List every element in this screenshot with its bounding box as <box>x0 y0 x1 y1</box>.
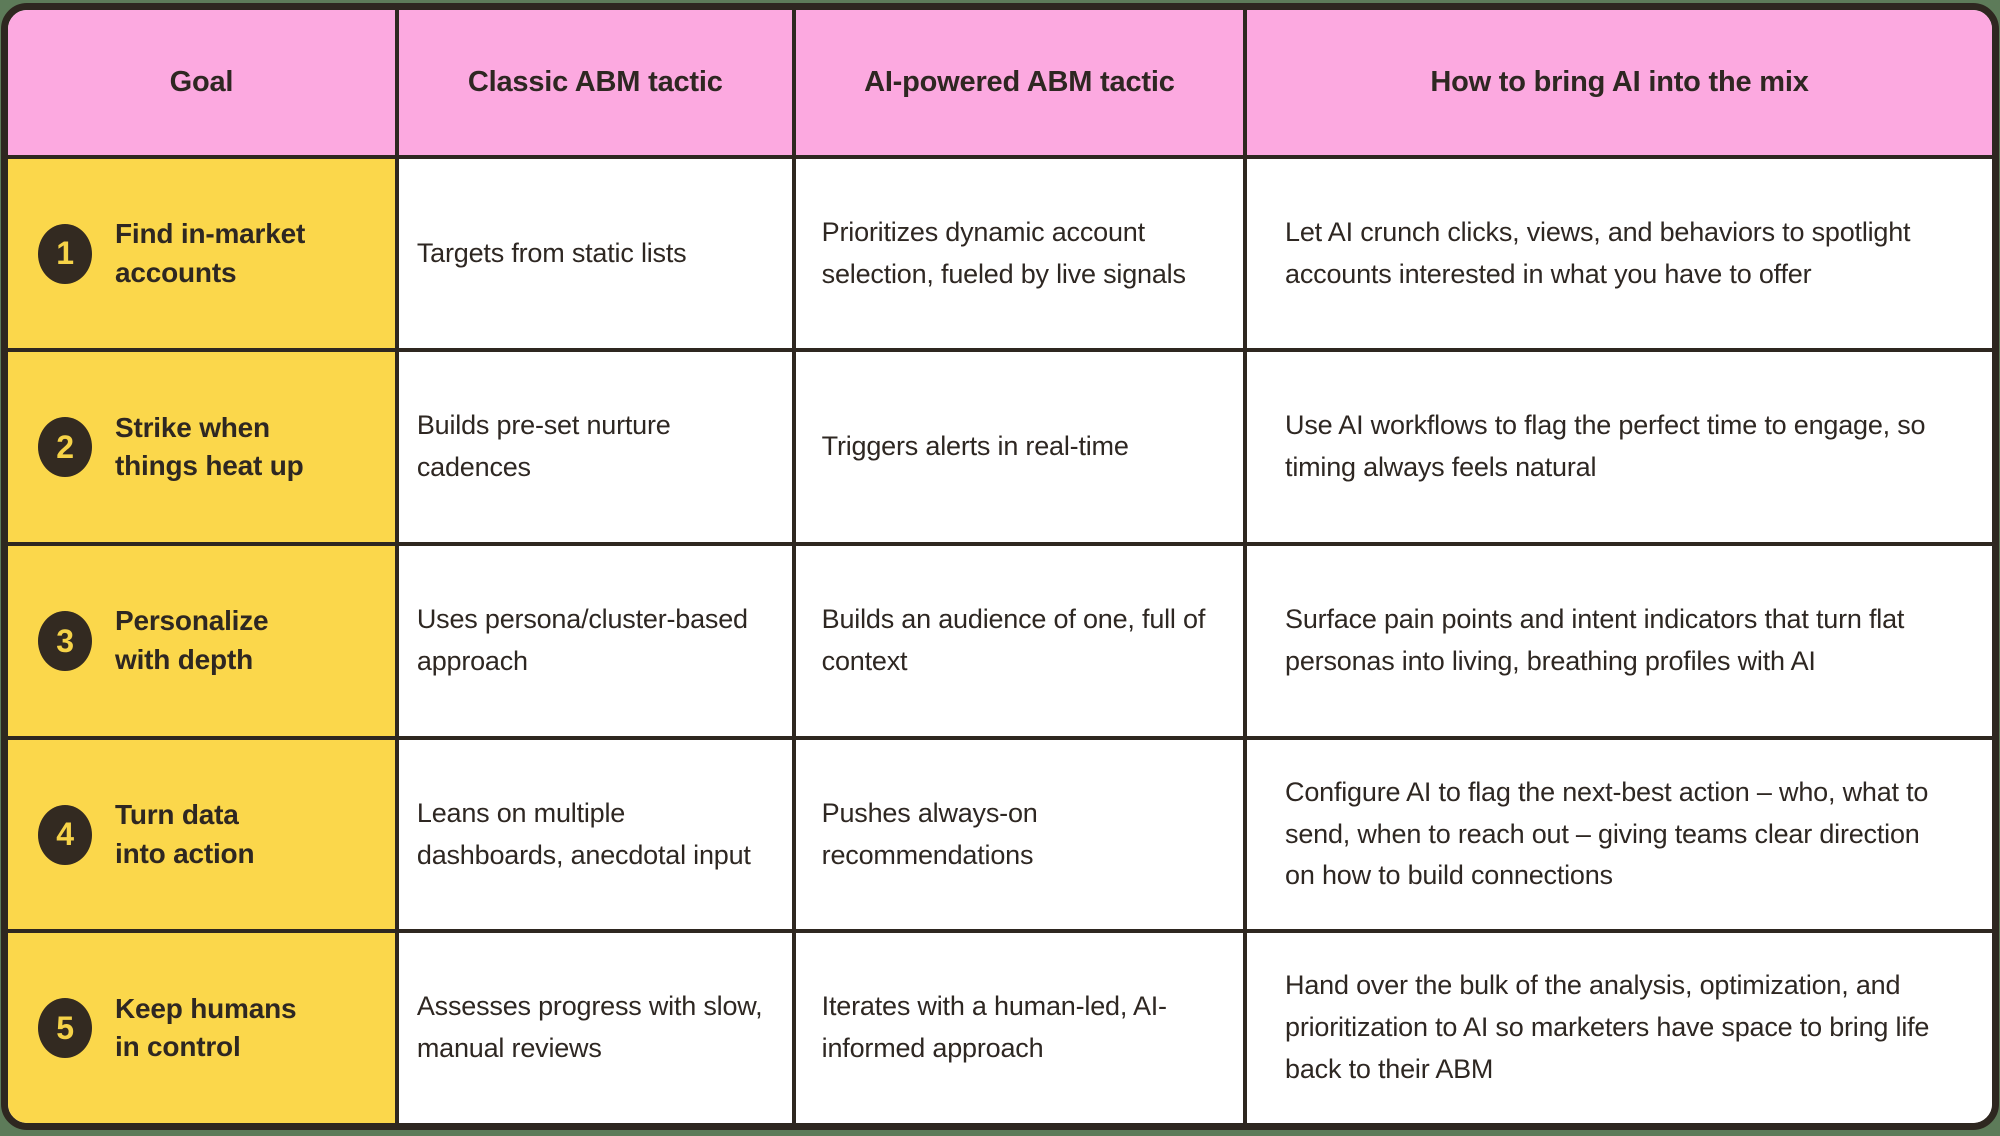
header-cell-ai-powered-abm-tactic: AI-powered ABM tactic <box>791 10 1244 155</box>
goal-line-1: Find in-market <box>115 217 306 249</box>
header-cell-classic-abm-tactic: Classic ABM tactic <box>394 10 792 155</box>
cell-text: Builds an audience of one, full of conte… <box>821 604 1206 676</box>
cell-text: Prioritizes dynamic account selection, f… <box>821 216 1186 289</box>
classic-tactic-cell-4: Leans on multiple dashboards, anecdotal … <box>394 735 792 930</box>
cell-text: Triggers alerts in real-time <box>821 431 1129 462</box>
ai-tactic-cell-2: Triggers alerts in real-time <box>791 348 1244 543</box>
goal-line-2: with depth <box>115 643 253 675</box>
how-to-cell-4: Configure AI to flag the next-best actio… <box>1243 735 1992 930</box>
number-label: 5 <box>56 1010 74 1047</box>
cell-text: Assesses progress with slow, manual revi… <box>416 991 763 1064</box>
ai-tactic-cell-5: Iterates with a human-led, AI-informed a… <box>791 929 1244 1123</box>
header-cell-how-to-bring-ai: How to bring AI into the mix <box>1243 10 1992 155</box>
cell-text: Surface pain points and intent indicator… <box>1285 604 1905 676</box>
goal-label: Personalize with depth <box>115 602 269 679</box>
goal-line-1: Keep humans <box>115 992 297 1024</box>
header-label: Classic ABM tactic <box>467 65 723 98</box>
ai-tactic-cell-1: Prioritizes dynamic account selection, f… <box>791 154 1244 349</box>
cell-text: Configure AI to flag the next-best actio… <box>1285 776 1929 891</box>
classic-tactic-cell-5: Assesses progress with slow, manual revi… <box>394 929 792 1123</box>
how-to-cell-2: Use AI workflows to flag the perfect tim… <box>1243 348 1992 543</box>
goal-line-2: in control <box>115 1031 241 1063</box>
header-label: How to bring AI into the mix <box>1430 65 1809 98</box>
number-label: 2 <box>56 429 74 466</box>
goal-cell-5: 5 Keep humans in control <box>8 929 395 1123</box>
cell-text: Let AI crunch clicks, views, and behavio… <box>1285 216 1911 289</box>
number-label: 1 <box>56 235 74 272</box>
cell-text: Targets from static lists <box>416 237 687 268</box>
number-label: 4 <box>56 816 74 853</box>
header-label: Goal <box>169 65 234 98</box>
header-cell-goal: Goal <box>8 10 395 155</box>
header-label: AI-powered ABM tactic <box>864 65 1175 98</box>
goal-line-2: into action <box>115 837 255 869</box>
number-badge-1: 1 <box>38 223 92 284</box>
cell-text: Use AI workflows to flag the perfect tim… <box>1285 410 1926 483</box>
ai-tactic-cell-3: Builds an audience of one, full of conte… <box>791 542 1244 736</box>
cell-text: Iterates with a human-led, AI-informed a… <box>821 991 1167 1064</box>
cell-text: Hand over the bulk of the analysis, opti… <box>1285 970 1930 1085</box>
classic-tactic-cell-3: Uses persona/cluster-based approach <box>394 542 792 736</box>
table-grid: Goal Classic ABM tactic AI-powered ABM t… <box>8 10 1992 1123</box>
goal-label: Turn data into action <box>115 796 255 873</box>
goal-cell-2: 2 Strike when things heat up <box>8 348 395 543</box>
goal-line-1: Turn data <box>115 798 239 830</box>
number-badge-3: 3 <box>38 610 92 671</box>
cell-text: Uses persona/cluster-based approach <box>416 604 748 676</box>
goal-line-1: Strike when <box>115 411 270 443</box>
goal-label: Find in-market accounts <box>115 215 305 292</box>
number-badge-2: 2 <box>38 417 92 478</box>
cell-text: Builds pre-set nurture cadences <box>416 410 671 483</box>
how-to-cell-3: Surface pain points and intent indicator… <box>1243 542 1992 736</box>
goal-line-1: Personalize <box>115 605 269 637</box>
cell-text: Pushes always-on recommendations <box>821 797 1038 870</box>
goal-line-2: things heat up <box>115 450 304 482</box>
number-label: 3 <box>56 622 74 659</box>
classic-tactic-cell-1: Targets from static lists <box>394 154 792 349</box>
goal-label: Keep humans in control <box>115 990 297 1067</box>
abm-comparison-table: Goal Classic ABM tactic AI-powered ABM t… <box>1 3 1999 1130</box>
how-to-cell-5: Hand over the bulk of the analysis, opti… <box>1243 929 1992 1123</box>
cell-text: Leans on multiple dashboards, anecdotal … <box>416 797 751 870</box>
goal-label: Strike when things heat up <box>115 409 304 486</box>
goal-line-2: accounts <box>115 256 237 288</box>
number-badge-4: 4 <box>38 804 92 865</box>
goal-cell-1: 1 Find in-market accounts <box>8 154 395 349</box>
goal-cell-3: 3 Personalize with depth <box>8 542 395 736</box>
how-to-cell-1: Let AI crunch clicks, views, and behavio… <box>1243 154 1992 349</box>
classic-tactic-cell-2: Builds pre-set nurture cadences <box>394 348 792 543</box>
ai-tactic-cell-4: Pushes always-on recommendations <box>791 735 1244 930</box>
goal-cell-4: 4 Turn data into action <box>8 735 395 930</box>
number-badge-5: 5 <box>38 998 92 1059</box>
